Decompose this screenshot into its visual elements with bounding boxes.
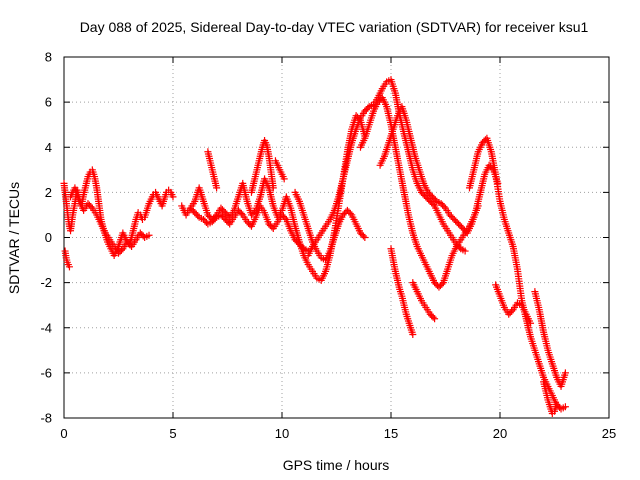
data-point [508, 307, 516, 315]
y-axis-label: SDTVAR / TECUs [6, 182, 22, 294]
y-tick-label: 6 [45, 95, 52, 110]
data-point [346, 209, 354, 217]
y-tick-label: -2 [40, 275, 52, 290]
x-tick-label: 15 [384, 426, 398, 441]
y-tick-label: 2 [45, 185, 52, 200]
data-series-17 [531, 288, 569, 390]
data-point [145, 231, 153, 239]
data-series-3 [67, 184, 153, 257]
data-point [431, 196, 439, 204]
data-series-2 [61, 247, 73, 271]
y-tick-label: -4 [40, 320, 52, 335]
data-point [194, 212, 202, 220]
data-series-14 [409, 279, 439, 323]
data-series-8 [271, 157, 288, 183]
data-point [461, 247, 469, 255]
data-point [431, 315, 439, 323]
x-tick-label: 0 [60, 426, 67, 441]
y-tick-label: 4 [45, 140, 52, 155]
data-point [169, 193, 177, 201]
data-points [60, 76, 569, 417]
x-axis-label: GPS time / hours [283, 457, 390, 473]
x-tick-label: 25 [602, 426, 616, 441]
data-point [527, 319, 535, 327]
data-series-11 [356, 94, 482, 291]
x-tick-labels: 0 5 10 15 20 25 [60, 426, 616, 441]
data-point [280, 175, 288, 183]
x-tick-label: 10 [275, 426, 289, 441]
data-series-1 [60, 166, 177, 260]
data-point [561, 403, 569, 411]
data-point [440, 203, 448, 211]
y-tick-labels: -8 -6 -4 -2 0 2 4 6 8 [40, 50, 52, 426]
data-point [553, 400, 561, 408]
y-tick-label: 0 [45, 230, 52, 245]
data-point [409, 331, 417, 339]
x-tick-label: 5 [169, 426, 176, 441]
data-series-18 [540, 378, 561, 417]
axis-ticks [63, 56, 610, 419]
data-point [65, 263, 73, 271]
data-series-9 [291, 188, 369, 264]
data-point [429, 200, 437, 208]
data-point [213, 184, 221, 192]
data-series-7 [247, 136, 277, 196]
data-point [269, 184, 277, 192]
data-series-6 [204, 148, 221, 192]
data-point [117, 246, 125, 254]
data-point [361, 234, 369, 241]
data-series-16 [492, 281, 535, 327]
data-point [364, 104, 372, 112]
data-point [237, 209, 245, 217]
data-point [281, 214, 289, 222]
chart-title: Day 088 of 2025, Sidereal Day-to-day VTE… [80, 19, 589, 35]
data-series-10 [304, 76, 469, 260]
data-series-12 [376, 103, 502, 237]
data-point [561, 369, 569, 377]
data-series-13 [387, 245, 417, 339]
y-tick-label: 8 [45, 50, 52, 65]
y-tick-label: -6 [40, 365, 52, 380]
y-tick-label: -8 [40, 411, 52, 426]
data-point [298, 243, 306, 251]
x-tick-label: 20 [493, 426, 507, 441]
data-point [438, 280, 446, 288]
data-point [211, 215, 219, 223]
data-point [429, 313, 437, 321]
data-series-5 [186, 202, 312, 255]
data-point [87, 203, 95, 211]
data-point [359, 232, 367, 240]
